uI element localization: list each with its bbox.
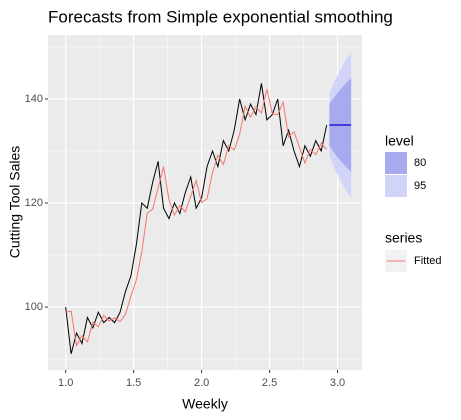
legend-label: Fitted	[414, 255, 442, 267]
x-tick-label: 3.0	[330, 377, 345, 389]
x-axis-label: Weekly	[182, 396, 228, 412]
y-tick-label: 100	[25, 301, 43, 313]
y-tick-label: 120	[25, 197, 43, 209]
legend-title: level	[385, 133, 414, 149]
legend-label: 95	[414, 180, 426, 192]
x-tick-label: 1.0	[58, 377, 73, 389]
legend-key	[385, 152, 407, 174]
x-tick-label: 2.0	[194, 377, 209, 389]
legend-label: 80	[414, 157, 426, 169]
fitted-line	[65, 88, 328, 348]
legend-title: series	[385, 230, 422, 246]
x-tick-label: 1.5	[126, 377, 141, 389]
data-line	[65, 83, 328, 355]
chart-title: Forecasts from Simple exponential smooth…	[48, 7, 393, 26]
x-tick-label: 2.5	[262, 377, 277, 389]
y-axis-label: Cutting Tool Sales	[7, 146, 23, 259]
y-tick-label: 140	[25, 93, 43, 105]
legend-key	[385, 175, 407, 197]
